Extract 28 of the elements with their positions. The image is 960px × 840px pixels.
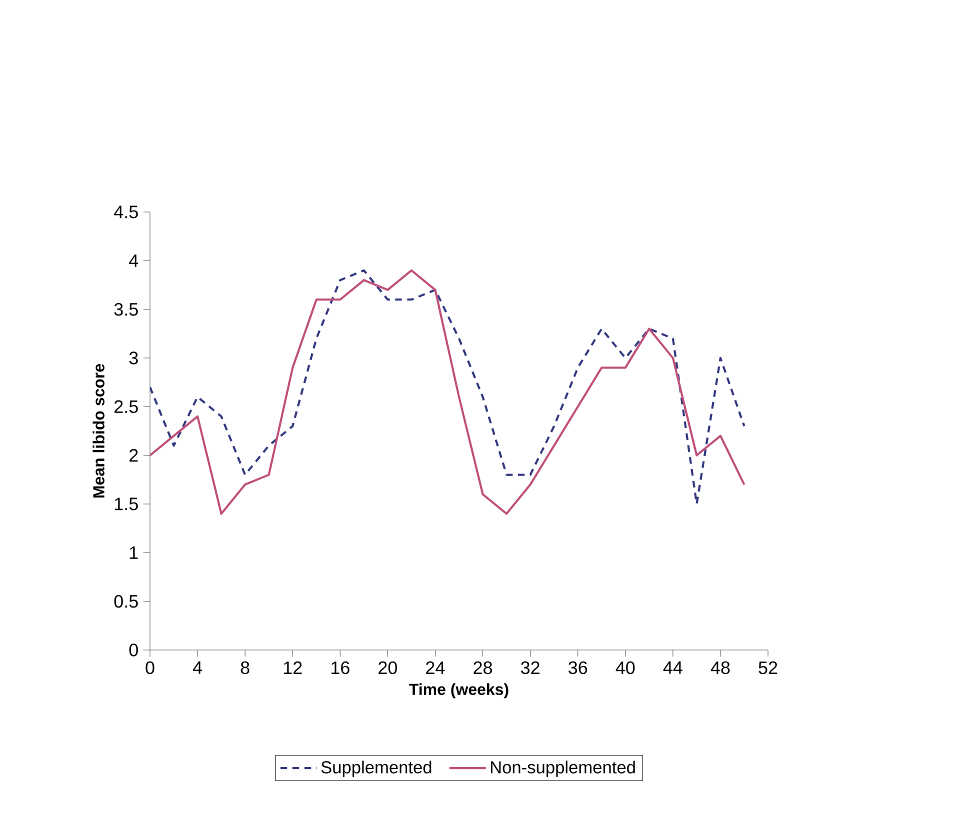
x-tick-label: 36 xyxy=(568,661,588,674)
x-tick-label: 40 xyxy=(616,661,635,674)
x-tick-label: 48 xyxy=(710,661,730,674)
x-tick-label: 8 xyxy=(240,661,250,674)
legend-label: Supplemented xyxy=(321,760,432,777)
y-tick-label: 3 xyxy=(129,352,138,364)
x-axis-title: Time (weeks) xyxy=(409,683,508,698)
x-tick-label: 44 xyxy=(663,661,682,674)
legend-label: Non-supplemented xyxy=(490,760,635,777)
x-tick-label: 24 xyxy=(426,661,445,674)
y-tick-label: 0 xyxy=(129,644,138,656)
x-tick-label: 52 xyxy=(758,661,778,674)
x-tick-label: 16 xyxy=(332,661,350,674)
x-tick-label: 32 xyxy=(520,661,540,674)
y-tick-label: 0.5 xyxy=(114,594,138,608)
y-tick-label: 4.5 xyxy=(114,206,138,218)
x-tick-label: 0 xyxy=(146,661,154,674)
y-axis-title: Mean libido score xyxy=(92,364,104,498)
y-tick-label: 3.5 xyxy=(114,302,138,316)
x-tick-label: 28 xyxy=(474,661,492,674)
x-tick-label: 12 xyxy=(284,661,302,674)
y-tick-label: 1.5 xyxy=(114,498,138,510)
y-tick-label: 4 xyxy=(129,254,138,267)
x-tick-label: 4 xyxy=(192,661,202,674)
y-tick-label: 1 xyxy=(130,546,138,559)
y-tick-label: 2.5 xyxy=(114,400,138,414)
y-tick-label: 2 xyxy=(130,449,138,462)
x-tick-label: 20 xyxy=(378,661,397,674)
